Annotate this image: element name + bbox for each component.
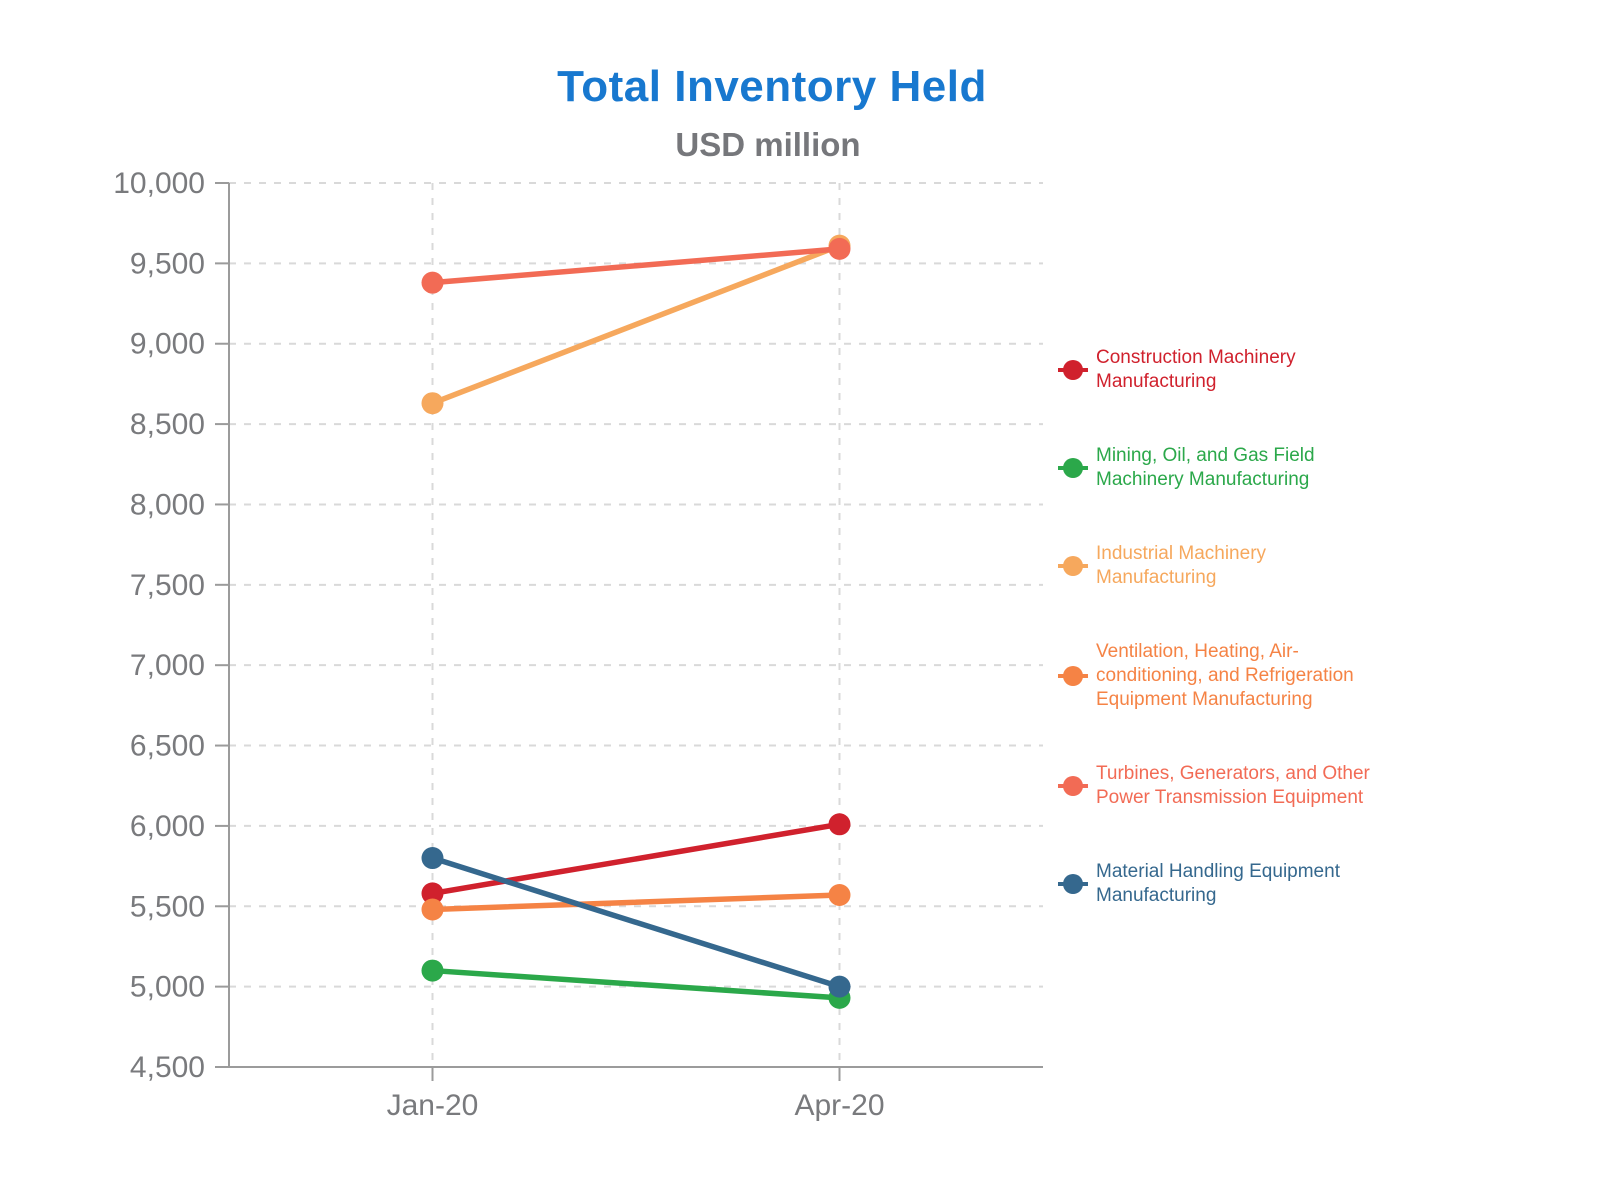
legend-marker-icon bbox=[1058, 556, 1088, 576]
legend-item: Mining, Oil, and Gas Field Machinery Man… bbox=[1058, 444, 1388, 492]
legend-label: Material Handling Equipment Manufacturin… bbox=[1096, 861, 1340, 906]
legend-label: Industrial Machinery Manufacturing bbox=[1096, 543, 1267, 588]
legend-marker-icon bbox=[1058, 458, 1088, 478]
y-tick-label: 9,500 bbox=[130, 247, 205, 280]
legend-marker-icon bbox=[1058, 666, 1088, 686]
series-line bbox=[429, 246, 843, 286]
chart-legend: Construction Machinery Manufacturing Mini… bbox=[1058, 346, 1388, 908]
series-line bbox=[429, 892, 843, 913]
x-tick-label: Jan-20 bbox=[387, 1089, 479, 1122]
data-point-marker bbox=[828, 975, 851, 998]
y-tick-label: 10,000 bbox=[113, 167, 205, 200]
y-tick-label: 5,500 bbox=[130, 890, 205, 923]
data-point-marker bbox=[828, 813, 851, 836]
y-tick-label: 5,000 bbox=[130, 971, 205, 1004]
data-point-marker bbox=[421, 898, 444, 921]
legend-item: Material Handling Equipment Manufacturin… bbox=[1058, 860, 1388, 908]
y-tick-label: 8,000 bbox=[130, 488, 205, 521]
data-point-marker bbox=[421, 271, 444, 294]
series-line bbox=[429, 855, 843, 990]
chart-title: Total Inventory Held bbox=[557, 62, 987, 111]
legend-marker-icon bbox=[1058, 360, 1088, 380]
y-tick-label: 8,500 bbox=[130, 408, 205, 441]
legend-marker-icon bbox=[1058, 776, 1088, 796]
series-line bbox=[429, 967, 843, 1001]
legend-marker-icon bbox=[1058, 874, 1088, 894]
y-tick-label: 9,000 bbox=[130, 328, 205, 361]
y-tick-label: 6,500 bbox=[130, 730, 205, 763]
y-tick-label: 4,500 bbox=[130, 1051, 205, 1084]
y-tick-label: 6,000 bbox=[130, 810, 205, 843]
data-point-marker bbox=[421, 959, 444, 982]
series-line bbox=[429, 242, 843, 406]
x-tick-label: Apr-20 bbox=[794, 1089, 884, 1122]
legend-item: Ventilation, Heating, Air-conditioning, … bbox=[1058, 640, 1388, 712]
legend-item: Turbines, Generators, and Other Power Tr… bbox=[1058, 762, 1388, 810]
data-point-marker bbox=[828, 884, 851, 907]
legend-item: Construction Machinery Manufacturing bbox=[1058, 346, 1388, 394]
y-tick-label: 7,500 bbox=[130, 569, 205, 602]
legend-label: Ventilation, Heating, Air-conditioning, … bbox=[1096, 641, 1354, 710]
chart-subtitle: USD million bbox=[675, 126, 861, 163]
legend-label: Mining, Oil, and Gas Field Machinery Man… bbox=[1096, 445, 1315, 490]
y-tick-label: 7,000 bbox=[130, 649, 205, 682]
legend-label: Turbines, Generators, and Other Power Tr… bbox=[1096, 763, 1370, 808]
legend-label: Construction Machinery Manufacturing bbox=[1096, 347, 1296, 392]
data-point-marker bbox=[421, 847, 444, 870]
series-line bbox=[429, 821, 843, 897]
data-point-marker bbox=[828, 237, 851, 260]
data-point-marker bbox=[421, 392, 444, 415]
legend-item: Industrial Machinery Manufacturing bbox=[1058, 542, 1388, 590]
data-point-marker bbox=[421, 882, 444, 905]
